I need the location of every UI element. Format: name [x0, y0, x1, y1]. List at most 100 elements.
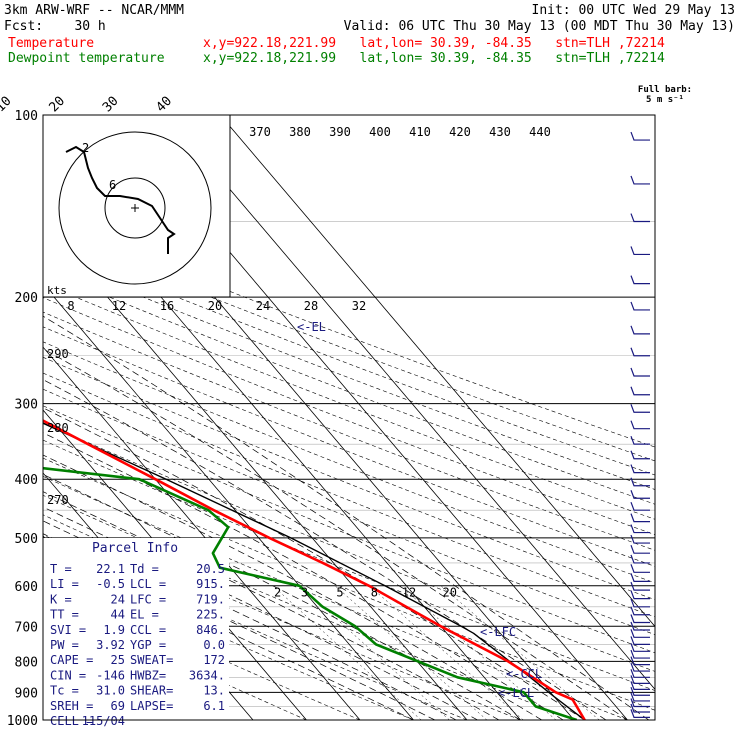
- parcel-info-key: HWBZ=: [130, 668, 166, 682]
- parcel-info-key: SWEAT=: [130, 653, 173, 667]
- dry-adiabat: [43, 388, 655, 635]
- parcel-info-value: 0.0: [203, 638, 225, 652]
- parcel-info-key: SHEAR=: [130, 684, 173, 698]
- wind-barb: [630, 325, 650, 335]
- theta-label: 400: [369, 125, 391, 139]
- dewpoint-location: x,y=922.18,221.99 lat,lon= 30.39, -84.35…: [203, 51, 665, 66]
- parcel-info-value: 13.: [203, 684, 225, 698]
- plot-frame: [42, 114, 656, 721]
- pressure-tick-label: 400: [15, 473, 38, 488]
- wind-barb: [630, 687, 650, 696]
- wind-barb: [630, 131, 650, 141]
- moist-adiabat: [43, 348, 628, 720]
- wind-barb: [630, 643, 650, 652]
- pressure-tick-label: 900: [15, 686, 38, 701]
- hodograph-speed-label: 20: [208, 299, 222, 313]
- mixing-ratio-label: 2: [274, 585, 281, 599]
- temperature-curve: [43, 419, 586, 720]
- isotherm: [219, 115, 655, 628]
- dry-adiabat: [43, 341, 655, 584]
- wind-barb: [630, 636, 650, 646]
- theta-label: 440: [529, 125, 551, 139]
- lfc-label: <-LFC: [480, 625, 516, 639]
- dry-adiabat: [43, 422, 655, 672]
- lcl-label: <-LCL: [498, 686, 534, 700]
- parcel-info-value: 22.1: [96, 562, 125, 576]
- kts-label: kts: [47, 284, 67, 297]
- parcel-info-key: CIN =: [50, 668, 86, 682]
- valid-time: Valid: 06 UTC Thu 30 May 13 (00 MDT Thu …: [344, 19, 735, 34]
- parcel-info-value: 115/04: [82, 714, 125, 728]
- wind-barb: [630, 524, 650, 534]
- theta-e-label: 290: [47, 347, 69, 361]
- dry-adiabat: [43, 514, 521, 720]
- hodograph-center-mark: [131, 204, 139, 212]
- dry-adiabat: [43, 311, 655, 551]
- hodograph-speed-label: 24: [256, 299, 270, 313]
- ccl-label: <-CCL: [506, 667, 542, 681]
- parcel-info-box: [43, 538, 229, 728]
- dry-adiabat: [43, 457, 655, 711]
- parcel-info-key: T =: [50, 562, 72, 576]
- wind-barb: [630, 662, 650, 672]
- pressure-tick-label: 500: [15, 532, 38, 547]
- curves-layer: [43, 419, 586, 720]
- wind-barb: [630, 614, 650, 624]
- parcel-info-value: 1.9: [103, 623, 125, 637]
- wind-barb: [630, 501, 650, 511]
- parcel-info-key: Td =: [130, 562, 159, 576]
- wind-barb: [630, 464, 650, 474]
- moist-adiabat: [43, 520, 457, 720]
- init-time: Init: 00 UTC Wed 29 May 13: [532, 3, 736, 18]
- wind-barb: [630, 703, 650, 713]
- mixing-ratio-label: 20: [442, 585, 456, 599]
- theta-label: 380: [289, 125, 311, 139]
- wind-barb: [630, 681, 650, 690]
- temperature-location: x,y=922.18,221.99 lat,lon= 30.39, -84.35…: [203, 36, 665, 51]
- pressure-tick-label: 600: [15, 580, 38, 595]
- parcel-info-value: 6.1: [203, 699, 225, 713]
- wind-barb: [630, 649, 650, 659]
- parcel-info-value: 915.: [196, 577, 225, 591]
- dry-adiabat: [43, 494, 575, 720]
- parcel-info-value: 24: [111, 592, 125, 606]
- theta-label: 390: [329, 125, 351, 139]
- hodograph-trace: [65, 145, 176, 254]
- wind-barb: [630, 175, 650, 185]
- wind-barb: [630, 477, 650, 487]
- wind-barbs: [630, 115, 656, 720]
- dry-adiabat: [43, 439, 655, 691]
- pressure-tick-label: 100: [15, 109, 38, 124]
- wind-barb: [630, 386, 650, 396]
- wind-barb: [630, 513, 650, 523]
- isotherm: [166, 115, 655, 691]
- moist-adiabat: [43, 474, 521, 720]
- parcel-info-rows: T = 22.1 Td = 20.5 LI = -0.5 LCL = 915. K = 24 LFC…: [50, 562, 225, 728]
- wind-barb: [630, 301, 650, 311]
- theta-label: 370: [249, 125, 271, 139]
- wind-barb: [630, 598, 650, 608]
- parcel-info-value: 846.: [196, 623, 225, 637]
- hodograph-speed-label: 8: [67, 299, 74, 313]
- dewpoint-legend: Dewpoint temperature: [8, 51, 165, 66]
- wind-barb: [630, 420, 650, 430]
- wind-barb: [630, 490, 650, 499]
- wind-barb: [630, 554, 650, 564]
- parcel-info-value: 20.5: [196, 562, 225, 576]
- parcel-info-value: 44: [111, 608, 125, 622]
- hodograph-ring-inner: [104, 177, 166, 239]
- mixing-ratio-label: 12: [402, 585, 416, 599]
- full-barb-label: Full barb:: [638, 85, 692, 95]
- wind-barb: [630, 534, 650, 544]
- theta-label: 420: [449, 125, 471, 139]
- wind-barb: [630, 435, 650, 445]
- wind-barb: [630, 544, 650, 554]
- pressure-tick-label: 200: [15, 291, 38, 306]
- wind-barb: [630, 347, 650, 357]
- wind-barb: [630, 275, 650, 285]
- pressure-tick-label: 300: [15, 398, 38, 413]
- hodograph: 2 6 kts: [42, 114, 231, 298]
- hodograph-label-2: 2: [82, 141, 89, 155]
- temperature-legend: Temperature: [8, 36, 94, 51]
